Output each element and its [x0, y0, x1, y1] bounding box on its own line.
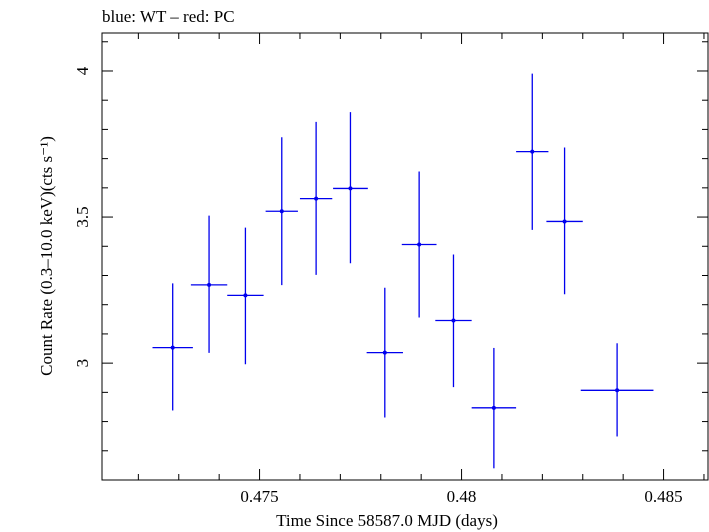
point-marker	[243, 293, 248, 298]
data-point	[366, 287, 403, 418]
data-point	[401, 171, 437, 318]
data-point	[265, 137, 298, 286]
y-tick-label: 3	[73, 359, 92, 368]
y-axis-label: Count Rate (0.3–10.0 keV)(cts s⁻¹)	[37, 136, 56, 376]
x-tick-label: 0.475	[240, 487, 278, 506]
point-marker	[562, 219, 567, 224]
x-tick-label: 0.48	[447, 487, 477, 506]
y-axis: 33.54	[73, 41, 708, 481]
point-marker	[530, 149, 535, 154]
point-marker	[615, 388, 620, 393]
data-series	[152, 73, 654, 469]
x-tick-label: 0.485	[644, 487, 682, 506]
data-point	[190, 215, 228, 353]
point-marker	[382, 350, 387, 355]
data-point	[299, 121, 333, 275]
data-point	[546, 147, 583, 295]
x-axis: 0.475 0.48 0.485	[137, 33, 705, 506]
point-marker	[451, 318, 456, 323]
point-marker	[207, 282, 212, 287]
point-marker	[348, 186, 353, 191]
y-tick-label: 4	[73, 66, 92, 75]
data-point	[227, 227, 264, 365]
point-marker	[314, 196, 319, 201]
point-marker	[417, 242, 422, 247]
plot-frame	[101, 32, 709, 481]
data-point	[516, 73, 549, 230]
chart-title: blue: WT – red: PC	[102, 7, 235, 26]
data-point	[333, 112, 368, 264]
point-marker	[279, 209, 284, 214]
data-point	[471, 347, 517, 469]
data-point	[580, 343, 654, 437]
y-tick-label: 3.5	[73, 206, 92, 227]
x-axis-label: Time Since 58587.0 MJD (days)	[276, 511, 498, 530]
point-marker	[491, 405, 496, 410]
point-marker	[170, 345, 175, 350]
data-point	[435, 254, 472, 388]
data-point	[152, 283, 193, 411]
